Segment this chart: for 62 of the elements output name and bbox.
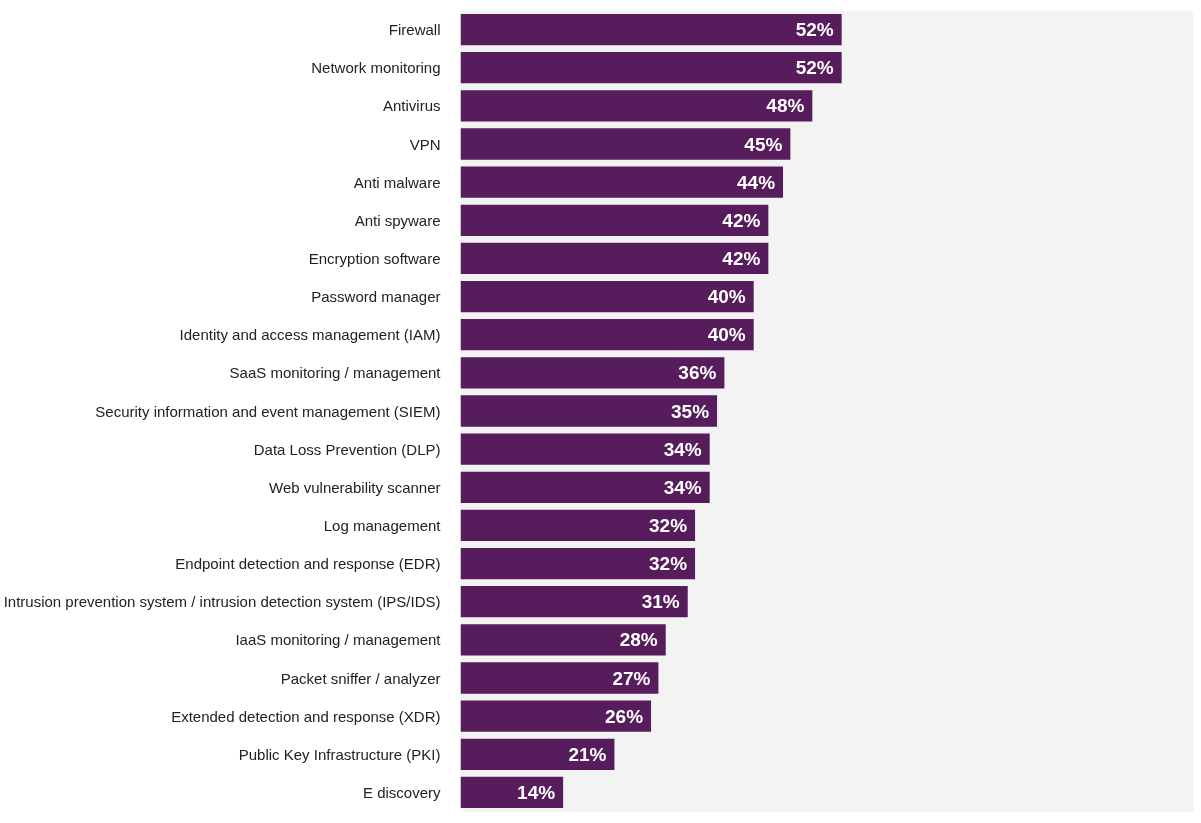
bar xyxy=(460,395,718,427)
data-label: 45% xyxy=(744,133,783,155)
bar xyxy=(460,509,696,542)
bar xyxy=(460,204,769,236)
bar xyxy=(460,166,784,198)
bar xyxy=(460,357,725,389)
data-label: 32% xyxy=(649,553,688,575)
bar xyxy=(460,242,769,275)
y-tick-label: E discovery xyxy=(362,783,441,801)
y-tick-label: Data Loss Prevention (DLP) xyxy=(253,440,441,458)
y-tick-label: Web vulnerability scanner xyxy=(269,478,441,496)
bar xyxy=(460,738,615,770)
data-label: 44% xyxy=(736,171,776,193)
data-label: 52% xyxy=(795,19,834,41)
bar xyxy=(460,52,842,84)
y-tick-label: Identity and access management (IAM) xyxy=(179,326,441,344)
data-label: 32% xyxy=(649,514,688,536)
data-label: 21% xyxy=(568,743,607,765)
y-tick-label: VPN xyxy=(409,135,441,153)
data-label: 28% xyxy=(619,629,658,651)
data-label: 34% xyxy=(663,476,702,498)
bar xyxy=(460,433,710,465)
y-tick-label: Anti malware xyxy=(353,173,441,191)
bar xyxy=(460,586,688,618)
bar xyxy=(460,700,652,732)
data-label: 48% xyxy=(766,95,805,117)
bar xyxy=(460,319,754,351)
data-label: 52% xyxy=(795,57,834,79)
data-label: 40% xyxy=(707,286,746,308)
data-label: 27% xyxy=(612,667,651,689)
y-tick-label: Extended detection and response (XDR) xyxy=(171,707,441,725)
y-tick-label: Antivirus xyxy=(382,97,441,115)
y-tick-label: Packet sniffer / analyzer xyxy=(280,669,441,687)
y-tick-label: Intrusion prevention system / intrusion detection system (IPS/IDS) xyxy=(3,593,441,611)
bar xyxy=(460,90,813,122)
y-tick-label: Firewall xyxy=(388,21,441,39)
y-tick-label: Endpoint detection and response (EDR) xyxy=(175,555,441,573)
bar xyxy=(460,547,696,580)
data-label: 42% xyxy=(722,247,761,269)
y-tick-label: Anti spyware xyxy=(354,211,441,229)
y-tick-label: IaaS monitoring / management xyxy=(235,631,442,649)
data-label: 31% xyxy=(641,591,680,613)
bar xyxy=(460,662,659,694)
bar xyxy=(460,128,791,160)
data-label: 14% xyxy=(517,781,556,803)
data-label: 42% xyxy=(722,209,761,231)
data-label: 34% xyxy=(663,438,702,460)
data-label: 35% xyxy=(671,400,710,422)
data-label: 36% xyxy=(678,362,717,384)
y-tick-label: Security information and event management (SIEM) xyxy=(95,402,441,420)
bar xyxy=(460,471,710,503)
data-label: 40% xyxy=(707,324,746,346)
data-label: 26% xyxy=(605,705,644,727)
bar xyxy=(460,624,666,656)
y-tick-label: Public Key Infrastructure (PKI) xyxy=(238,745,441,763)
y-tick-label: Log management xyxy=(323,516,442,534)
y-tick-label: Network monitoring xyxy=(311,59,441,77)
y-tick-label: Encryption software xyxy=(308,249,441,267)
bar xyxy=(460,280,754,313)
bar xyxy=(460,13,842,46)
y-tick-label: Password manager xyxy=(311,288,441,306)
y-tick-label: SaaS monitoring / management xyxy=(229,364,442,382)
